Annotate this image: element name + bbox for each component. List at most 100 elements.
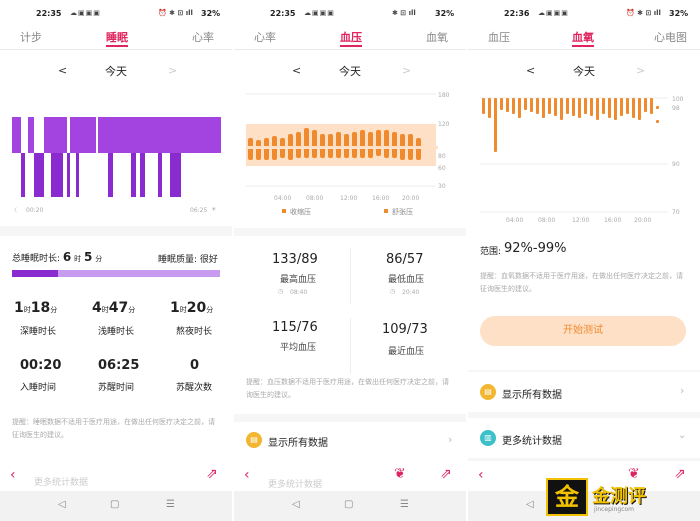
sleep-bar-light: [64, 117, 67, 153]
sleep-bar-light: [150, 117, 168, 153]
watch-icon[interactable]: ❦: [628, 466, 640, 482]
sleep-bar-light: [44, 117, 64, 153]
sleep-bar-deep: [131, 153, 136, 197]
document-icon: ▤: [480, 384, 496, 400]
start-test-button[interactable]: 开始测试: [480, 316, 686, 346]
sleep-bar-light: [98, 117, 128, 153]
fall-asleep-label: 入睡时间: [20, 383, 57, 393]
medical-disclaimer: 提醒：血氧数据不适用于医疗用途，在做出任何医疗决定之前，请征询医生的建议。: [480, 272, 683, 293]
prev-day-button[interactable]: <: [526, 64, 536, 77]
back-icon[interactable]: ‹: [244, 467, 250, 483]
bp-bar: [336, 132, 341, 158]
sleep-bar-light: [128, 117, 150, 153]
share-icon[interactable]: ⇗: [440, 466, 452, 482]
more-stats-link[interactable]: 更多统计数据: [34, 478, 89, 488]
tab-sleep[interactable]: 睡眠: [106, 31, 128, 44]
bp-bar: [368, 132, 373, 158]
x-tick: 08:00: [538, 217, 555, 224]
bar-chart-icon: ▥: [480, 430, 496, 446]
prev-day-button[interactable]: <: [58, 64, 68, 77]
bp-chart: 180 120 80 60 30 04:00 08:00 12:00 16:00…: [246, 92, 450, 216]
spo2-bar: [566, 98, 569, 114]
deep-sleep-label: 深睡时长: [20, 327, 57, 337]
tab-blood-pressure[interactable]: 血压: [340, 31, 362, 44]
range-label: 范围:: [480, 247, 502, 257]
spo2-bar: [596, 98, 599, 120]
spo2-bar: [638, 98, 641, 120]
bottom-action-bar: 更多统计数据 ‹ ❦ ⇗: [234, 461, 466, 491]
watermark-subtext: jincepingcom: [594, 506, 635, 513]
next-day-button[interactable]: >: [168, 64, 178, 77]
share-icon[interactable]: ⇗: [674, 466, 686, 482]
bp-bar: [392, 132, 397, 158]
sleep-bar-light: [70, 117, 96, 153]
share-icon[interactable]: ⇗: [206, 466, 218, 482]
spo2-bar: [524, 98, 527, 110]
nav-menu-icon[interactable]: ☰: [166, 499, 175, 510]
y-tick: 70: [672, 209, 680, 216]
sleep-bar-deep: [108, 153, 113, 197]
nav-home-icon[interactable]: ▢: [344, 499, 354, 510]
recent-bp-label: 最近血压: [388, 347, 425, 357]
back-icon[interactable]: ‹: [10, 467, 16, 483]
x-tick: 16:00: [372, 195, 389, 202]
notification-icons: ☁▣▣▣: [304, 9, 335, 17]
awake-count-label: 苏醒次数: [176, 383, 213, 393]
spo2-chart-card: < 今天 >: [468, 50, 700, 228]
bp-bar: [256, 140, 261, 160]
bp-bar: [384, 130, 389, 158]
back-icon[interactable]: ‹: [478, 467, 484, 483]
show-all-row[interactable]: ▤ 显示所有数据 ›: [234, 422, 466, 461]
show-all-row[interactable]: ▤ 显示所有数据 ›: [468, 372, 700, 412]
tab-indicator: [572, 45, 594, 47]
more-stats-row[interactable]: ▥ 更多统计数据 ⌄: [468, 418, 700, 458]
bp-bar: [312, 130, 317, 158]
nav-back-icon[interactable]: ◁: [58, 499, 66, 510]
x-tick: 20:00: [402, 195, 419, 202]
sleep-bar-deep: [67, 153, 70, 197]
tab-heart-rate[interactable]: 心率: [254, 31, 276, 44]
tab-steps[interactable]: 计步: [20, 31, 42, 44]
light-sleep-label: 浅睡时长: [98, 327, 135, 337]
tab-blood-oxygen[interactable]: 血氧: [426, 31, 448, 44]
battery-text: 32%: [435, 9, 455, 18]
spo2-chart: 100 98 90 70 04:00 08:00 12:00 16:00 20:…: [480, 96, 684, 224]
clock-icon: ◷: [390, 288, 396, 295]
blood-pressure-panel: 22:35 ☁▣▣▣ ✱ ⊡ ıll 32% 心率 血压 血氧 < 今天 >: [234, 0, 466, 521]
y-tick: 180: [438, 92, 450, 99]
nav-back-icon[interactable]: ◁: [292, 499, 300, 510]
x-tick: 20:00: [634, 217, 651, 224]
bp-gap: [248, 146, 438, 149]
battery-text: 32%: [669, 9, 689, 18]
x-tick: 04:00: [506, 217, 523, 224]
late-night-label: 熬夜时长: [176, 327, 213, 337]
more-stats-link[interactable]: 更多统计数据: [268, 480, 323, 490]
spo2-bar: [644, 98, 647, 112]
tab-indicator: [106, 45, 128, 47]
system-nav-bar: ◁ ▢ ☰: [0, 491, 232, 521]
tab-blood-oxygen[interactable]: 血氧: [572, 31, 594, 44]
legend-systolic: 收缩压: [290, 207, 311, 216]
date-label: 今天: [105, 65, 127, 78]
prev-day-button[interactable]: <: [292, 64, 302, 77]
spo2-bar: [554, 98, 557, 116]
tab-heart-rate[interactable]: 心率: [192, 31, 214, 44]
watermark-logo: 金: [546, 478, 588, 516]
bp-chart-card: < 今天 >: [234, 50, 466, 228]
range-value: 92%-99%: [504, 241, 567, 256]
nav-menu-icon[interactable]: ☰: [400, 499, 409, 510]
tab-ecg[interactable]: 心电图: [654, 31, 687, 44]
spo2-bar: [548, 98, 551, 114]
date-label: 今天: [573, 65, 595, 78]
sun-icon: ☀: [211, 206, 217, 213]
date-label: 今天: [339, 65, 361, 78]
tab-blood-pressure[interactable]: 血压: [488, 31, 510, 44]
spo2-bar: [482, 98, 485, 114]
watch-icon[interactable]: ❦: [394, 466, 406, 482]
nav-home-icon[interactable]: ▢: [110, 499, 120, 510]
spo2-bar: [584, 98, 587, 114]
next-day-button[interactable]: >: [636, 64, 646, 77]
next-day-button[interactable]: >: [402, 64, 412, 77]
nav-back-icon[interactable]: ◁: [526, 499, 534, 510]
min-bp-time: 20:40: [402, 289, 420, 296]
